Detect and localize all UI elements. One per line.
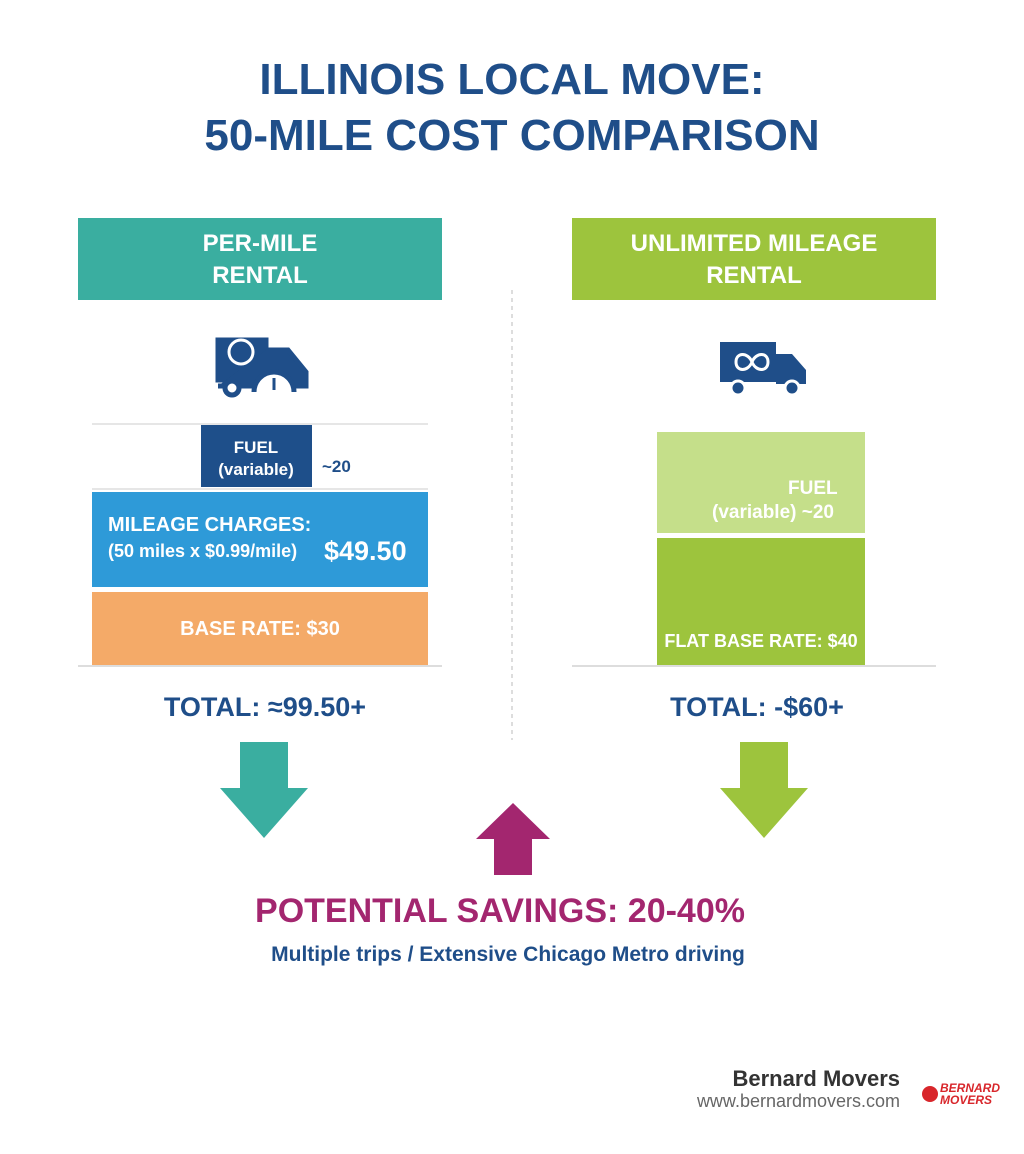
- down-arrow: [220, 742, 308, 838]
- logo-line: MOVERS: [940, 1093, 993, 1107]
- heading-line: PER-MILE: [202, 230, 318, 257]
- title-line: ILLINOIS LOCAL MOVE:: [259, 55, 765, 104]
- per-mile-truck-icon: [215, 337, 309, 398]
- right-fuel-label: FUEL: [788, 478, 838, 499]
- right-fuel-detail: (variable) ~20: [712, 502, 834, 524]
- right-total: TOTAL: -$60+: [670, 692, 844, 722]
- right-header: [572, 218, 936, 300]
- left-fuel-amount: ~20: [322, 457, 351, 476]
- up-arrow: [476, 803, 550, 875]
- label-line: FUEL: [233, 438, 279, 457]
- right-heading: UNLIMITED MILEAGE RENTAL: [631, 228, 878, 292]
- left-header: [78, 218, 442, 300]
- company-name: Bernard Movers: [732, 1066, 900, 1091]
- left-total: TOTAL: ≈99.50+: [163, 692, 367, 722]
- label-line: (variable): [218, 460, 294, 479]
- flat-base-block: [657, 538, 865, 665]
- down-arrow: [720, 742, 808, 838]
- logo-line: BERNARD: [940, 1081, 1000, 1095]
- right-fuel-amount: ~20: [801, 502, 834, 523]
- base-block: [92, 592, 428, 665]
- savings-note: Multiple trips / Extensive Chicago Metro…: [271, 943, 745, 966]
- heading-line: UNLIMITED MILEAGE: [630, 230, 878, 257]
- mileage-amount: $49.50: [324, 536, 407, 566]
- left-fuel-label: FUEL (variable): [218, 437, 294, 481]
- label-line: (variable): [712, 502, 797, 523]
- savings-headline: POTENTIAL SAVINGS: 20-40%: [255, 892, 745, 930]
- mileage-block: [92, 492, 428, 587]
- left-heading: PER-MILE RENTAL: [203, 228, 318, 292]
- mileage-label: MILEAGE CHARGES:: [108, 514, 312, 536]
- left-fuel-block: [201, 425, 312, 487]
- flat-base-label: FLAT BASE RATE: $40: [664, 631, 858, 651]
- company-url: www.bernardmovers.com: [696, 1091, 900, 1111]
- heading-line: RENTAL: [706, 262, 802, 289]
- base-label: BASE RATE: $30: [180, 618, 340, 640]
- title: ILLINOIS LOCAL MOVE: 50-MILE COST COMPAR…: [204, 52, 819, 164]
- heading-line: RENTAL: [212, 262, 308, 289]
- mileage-detail: (50 miles x $0.99/mile): [108, 541, 298, 561]
- title-line: 50-MILE COST COMPARISON: [204, 111, 820, 160]
- logo-mark: [922, 1086, 938, 1102]
- unlimited-truck-icon: [720, 342, 806, 397]
- right-fuel-block: [657, 432, 865, 533]
- logo-text: BERNARD MOVERS: [940, 1082, 1000, 1106]
